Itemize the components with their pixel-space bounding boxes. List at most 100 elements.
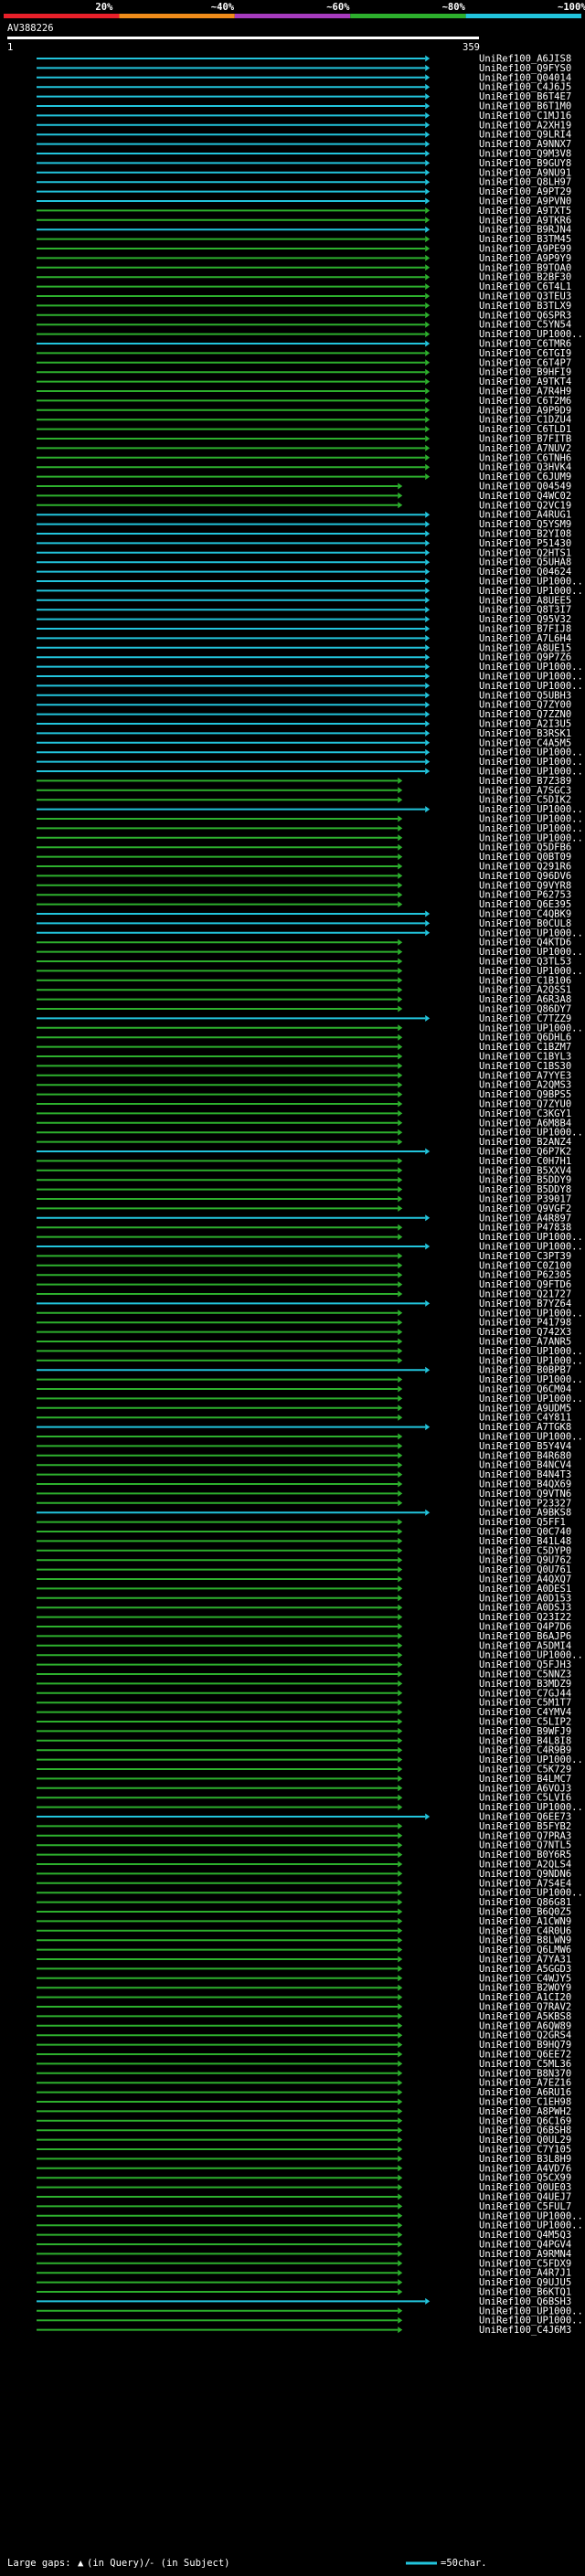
hit-label[interactable]: UniRef100_C1BZM7 [479,1042,571,1053]
hit-label[interactable]: UniRef100_Q6BSH3 [479,2296,571,2307]
hit-label[interactable]: UniRef100_C0H7H1 [479,1156,571,1167]
hit-label[interactable]: UniRef100_A4RUG1 [479,510,571,521]
hit-label[interactable]: UniRef100_B3L8H9 [479,2154,571,2165]
hit-label[interactable]: UniRef100_A2QLS4 [479,1860,571,1871]
hit-label[interactable]: UniRef100_B2WOY9 [479,1983,571,1994]
hit-label[interactable]: UniRef100_A7S4E4 [479,1878,571,1889]
hit-label[interactable]: UniRef100_Q3TEU3 [479,292,571,302]
hit-label[interactable]: UniRef100_B5XXV4 [479,1165,571,1176]
hit-label[interactable]: UniRef100_A7TGK8 [479,1422,571,1433]
hit-label[interactable]: UniRef100_UP1000... [479,672,585,683]
hit-label[interactable]: UniRef100_Q4UEJ7 [479,2192,571,2203]
hit-label[interactable]: UniRef100_C1BS30 [479,1061,571,1072]
hit-label[interactable]: UniRef100_B0Y6R5 [479,1850,571,1860]
hit-label[interactable]: UniRef100_C5DYP0 [479,1545,571,1556]
hit-label[interactable]: UniRef100_Q9LRI4 [479,130,571,141]
hit-label[interactable]: UniRef100_A7ANR5 [479,1337,571,1348]
hit-label[interactable]: UniRef100_Q9M3V8 [479,149,571,160]
hit-label[interactable]: UniRef100_B9HFI9 [479,367,571,378]
hit-label[interactable]: UniRef100_B5FYB2 [479,1821,571,1832]
hit-label[interactable]: UniRef100_UP1000... [479,928,585,938]
hit-label[interactable]: UniRef100_UP1000... [479,804,585,815]
hit-label[interactable]: UniRef100_A5DMI4 [479,1640,571,1651]
hit-label[interactable]: UniRef100_A4QXQ7 [479,1574,571,1585]
hit-label[interactable]: UniRef100_A6RU16 [479,2087,571,2098]
hit-label[interactable]: UniRef100_A9NU91 [479,167,571,178]
hit-label[interactable]: UniRef100_C5M1T7 [479,1698,571,1709]
hit-label[interactable]: UniRef100_A2QMS3 [479,1080,571,1091]
hit-label[interactable]: UniRef100_B0BPB7 [479,1365,571,1376]
hit-label[interactable]: UniRef100_Q95V32 [479,614,571,625]
hit-label[interactable]: UniRef100_B9RJN4 [479,225,571,236]
hit-label[interactable]: UniRef100_A7R4H9 [479,387,571,398]
hit-label[interactable]: UniRef100_Q21727 [479,1289,571,1300]
hit-label[interactable]: UniRef100_UP1000... [479,1355,585,1366]
hit-label[interactable]: UniRef100_A7YYE3 [479,1070,571,1081]
hit-label[interactable]: UniRef100_P39017 [479,1194,571,1205]
hit-label[interactable]: UniRef100_UP1000... [479,832,585,843]
hit-label[interactable]: UniRef100_P23327 [479,1498,571,1509]
hit-label[interactable]: UniRef100_UP1000... [479,1242,585,1253]
hit-label[interactable]: UniRef100_Q6C169 [479,2115,571,2126]
hit-label[interactable]: UniRef100_C4R0U6 [479,1925,571,1936]
hit-label[interactable]: UniRef100_B4NCV4 [479,1460,571,1471]
hit-label[interactable]: UniRef100_Q5UBH3 [479,690,571,701]
hit-label[interactable]: UniRef100_B6AJP6 [479,1631,571,1642]
hit-label[interactable]: UniRef100_B5DDY9 [479,1175,571,1186]
hit-label[interactable]: UniRef100_Q2GRS4 [479,2030,571,2041]
hit-label[interactable]: UniRef100_C5LVI6 [479,1793,571,1804]
hit-label[interactable]: UniRef100_A0DSJ3 [479,1603,571,1614]
hit-label[interactable]: UniRef100_Q5UHA8 [479,557,571,568]
hit-label[interactable]: UniRef100_A1CI20 [479,1992,571,2003]
hit-label[interactable]: UniRef100_UP1000... [479,747,585,758]
hit-label[interactable]: UniRef100_Q9VYR8 [479,880,571,891]
hit-label[interactable]: UniRef100_C1DZU4 [479,415,571,426]
hit-label[interactable]: UniRef100_Q7RAV2 [479,2002,571,2013]
hit-label[interactable]: UniRef100_Q04014 [479,72,571,83]
hit-label[interactable]: UniRef100_A9P9Y9 [479,253,571,264]
hit-label[interactable]: UniRef100_Q9FTD6 [479,1279,571,1290]
hit-label[interactable]: UniRef100_C1MJ16 [479,111,571,122]
hit-label[interactable]: UniRef100_UP1000... [479,1232,585,1243]
hit-label[interactable]: UniRef100_UP1000... [479,1888,585,1899]
hit-label[interactable]: UniRef100_C7TZZ9 [479,1013,571,1024]
hit-label[interactable]: UniRef100_A7NUV2 [479,443,571,454]
hit-label[interactable]: UniRef100_UP1000... [479,1802,585,1813]
hit-label[interactable]: UniRef100_Q4M5Q3 [479,2230,571,2241]
hit-label[interactable]: UniRef100_C5DIK2 [479,795,571,806]
hit-label[interactable]: UniRef100_Q0UL29 [479,2135,571,2146]
hit-label[interactable]: UniRef100_A7SGC3 [479,785,571,796]
hit-label[interactable]: UniRef100_A2QSS1 [479,985,571,996]
hit-label[interactable]: UniRef100_C6T2M6 [479,396,571,407]
hit-label[interactable]: UniRef100_C4A5M5 [479,737,571,748]
hit-label[interactable]: UniRef100_UP1000... [479,1128,585,1139]
hit-label[interactable]: UniRef100_A4R897 [479,1213,571,1224]
hit-label[interactable]: UniRef100_UP1000... [479,1346,585,1357]
hit-label[interactable]: UniRef100_B4N4T3 [479,1469,571,1480]
hit-label[interactable]: UniRef100_Q0BT09 [479,852,571,863]
hit-label[interactable]: UniRef100_A9PT29 [479,186,571,197]
hit-label[interactable]: UniRef100_C1BYL3 [479,1052,571,1063]
hit-label[interactable]: UniRef100_A8UE15 [479,642,571,653]
hit-label[interactable]: UniRef100_B9GUY8 [479,158,571,169]
hit-label[interactable]: UniRef100_B4LMC7 [479,1774,571,1785]
hit-label[interactable]: UniRef100_Q4P7D6 [479,1622,571,1633]
hit-label[interactable]: UniRef100_C7GJ44 [479,1688,571,1699]
hit-label[interactable]: UniRef100_C7Y105 [479,2145,571,2156]
hit-label[interactable]: UniRef100_UP1000... [479,2316,585,2327]
hit-label[interactable]: UniRef100_UP1000... [479,329,585,340]
hit-label[interactable]: UniRef100_P47838 [479,1223,571,1234]
hit-label[interactable]: UniRef100_A1CWN9 [479,1916,571,1927]
hit-label[interactable]: UniRef100_B2ANZ4 [479,1137,571,1148]
hit-label[interactable]: UniRef100_Q96DV6 [479,871,571,882]
hit-label[interactable]: UniRef100_UP1000... [479,577,585,588]
hit-label[interactable]: UniRef100_A5GGD3 [479,1964,571,1975]
hit-label[interactable]: UniRef100_P51430 [479,538,571,549]
hit-label[interactable]: UniRef100_Q7ZZN0 [479,709,571,720]
hit-label[interactable]: UniRef100_UP1000... [479,1023,585,1034]
hit-label[interactable]: UniRef100_C3KGY1 [479,1108,571,1119]
hit-label[interactable]: UniRef100_Q6EE73 [479,1812,571,1823]
hit-label[interactable]: UniRef100_Q3HVK4 [479,462,571,473]
hit-label[interactable]: UniRef100_UP1000... [479,2210,585,2221]
hit-label[interactable]: UniRef100_Q9VTN6 [479,1489,571,1500]
